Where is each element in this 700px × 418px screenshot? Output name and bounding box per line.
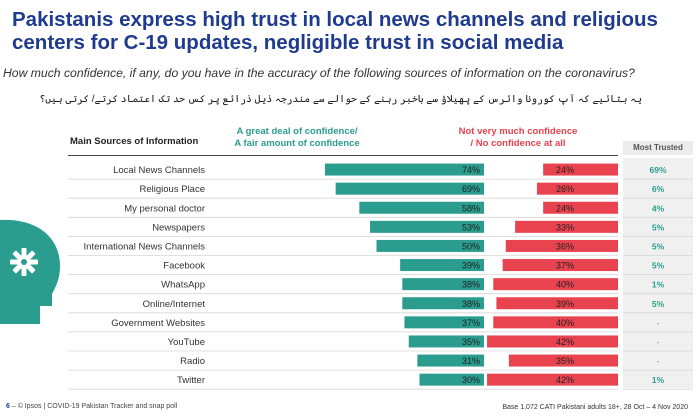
- most-trusted-value: 1%: [652, 280, 665, 290]
- negative-value-label: 40%: [556, 280, 574, 290]
- negative-legend-line-2: / No confidence at all: [470, 138, 566, 149]
- negative-bar: [496, 297, 618, 310]
- positive-bar: [417, 354, 484, 367]
- page-number: 6: [6, 403, 10, 410]
- negative-bar: [536, 182, 618, 195]
- negative-bar: [543, 163, 618, 176]
- category-label: Twitter: [177, 375, 205, 386]
- positive-value-label: 31%: [462, 356, 480, 366]
- negative-bar: [502, 259, 618, 272]
- negative-bar: [505, 239, 618, 252]
- most-trusted-value: 69%: [649, 165, 666, 175]
- negative-bar: [493, 316, 618, 329]
- category-label: Local News Channels: [113, 165, 205, 176]
- negative-value-label: 36%: [556, 241, 574, 251]
- positive-legend-line-1: A great deal of confidence/: [236, 126, 358, 137]
- negative-legend-label: Not very much confidence / No confidence…: [448, 126, 588, 150]
- positive-bar: [335, 182, 484, 195]
- positive-bar: [402, 297, 484, 310]
- negative-value-label: 39%: [556, 299, 574, 309]
- positive-value-label: 69%: [462, 184, 480, 194]
- positive-bar: [324, 163, 484, 176]
- positive-bar: [402, 278, 484, 291]
- negative-value-label: 24%: [556, 203, 574, 213]
- positive-bar: [404, 316, 484, 329]
- person-head-gear-icon: [0, 219, 60, 324]
- category-label: Religious Place: [140, 184, 205, 195]
- negative-bar: [487, 335, 618, 348]
- header-divider: [68, 155, 618, 156]
- title-line-2: centers for C-19 updates, negligible tru…: [12, 31, 564, 54]
- negative-value-label: 33%: [556, 222, 574, 232]
- most-trusted-value: 1%: [652, 375, 665, 385]
- page-title: Pakistanis express high trust in local n…: [12, 8, 700, 54]
- question-urdu-text: یہ بتائیے کہ آپ کورونا وائرس کے پھیلاؤ س…: [39, 94, 642, 105]
- positive-legend-line-2: A fair amount of confidence: [234, 138, 360, 149]
- positive-value-label: 30%: [462, 375, 480, 385]
- positive-value-label: 50%: [462, 241, 480, 251]
- most-trusted-value: 4%: [652, 203, 665, 213]
- positive-value-label: 53%: [462, 222, 480, 232]
- negative-value-label: 35%: [556, 356, 574, 366]
- question-text: How much confidence, if any, do you have…: [3, 66, 635, 80]
- most-trusted-value: -: [657, 356, 660, 366]
- most-trusted-header: Most Trusted: [623, 141, 693, 155]
- category-label: Newspapers: [152, 222, 205, 233]
- positive-bar: [400, 259, 484, 272]
- negative-bar: [543, 201, 618, 214]
- category-label: My personal doctor: [124, 203, 205, 214]
- positive-value-label: 38%: [462, 299, 480, 309]
- negative-value-label: 40%: [556, 318, 574, 328]
- most-trusted-value: -: [657, 318, 660, 328]
- positive-legend-label: A great deal of confidence/ A fair amoun…: [232, 126, 362, 150]
- negative-bar: [508, 354, 618, 367]
- negative-legend-line-1: Not very much confidence: [458, 126, 578, 137]
- positive-bar: [370, 220, 484, 233]
- positive-bar: [359, 201, 484, 214]
- footer-base: Base 1,072 CATI Pakistani adults 18+, 28…: [502, 404, 688, 411]
- most-trusted-value: 5%: [652, 222, 665, 232]
- category-label: Radio: [180, 356, 205, 367]
- category-label: Government Websites: [111, 318, 205, 329]
- most-trusted-column-background: [623, 158, 693, 388]
- positive-value-label: 35%: [462, 337, 480, 347]
- category-label: Facebook: [163, 261, 205, 272]
- positive-bar: [408, 335, 484, 348]
- most-trusted-value: 6%: [652, 184, 665, 194]
- category-label: Online/Internet: [143, 299, 206, 310]
- negative-value-label: 24%: [556, 165, 574, 175]
- category-label: WhatsApp: [161, 280, 205, 291]
- negative-value-label: 42%: [556, 337, 574, 347]
- negative-bar: [515, 220, 618, 233]
- negative-value-label: 37%: [556, 261, 574, 271]
- footer-source: 6 – © Ipsos | COVID-19 Pakistan Tracker …: [6, 403, 177, 410]
- sources-column-header: Main Sources of Information: [70, 136, 199, 147]
- negative-value-label: 42%: [556, 375, 574, 385]
- positive-value-label: 39%: [462, 261, 480, 271]
- category-label: International News Channels: [84, 241, 206, 252]
- title-line-1: Pakistanis express high trust in local n…: [12, 8, 658, 31]
- positive-bar: [419, 373, 484, 386]
- most-trusted-value: -: [657, 337, 660, 347]
- negative-bar: [487, 373, 618, 386]
- most-trusted-value: 5%: [652, 261, 665, 271]
- positive-value-label: 74%: [462, 165, 480, 175]
- positive-value-label: 37%: [462, 318, 480, 328]
- footer-source-text: – © Ipsos | COVID-19 Pakistan Tracker an…: [11, 403, 178, 410]
- negative-value-label: 26%: [556, 184, 574, 194]
- most-trusted-value: 5%: [652, 241, 665, 251]
- positive-value-label: 58%: [462, 203, 480, 213]
- category-label: YouTube: [168, 337, 205, 348]
- most-trusted-value: 5%: [652, 299, 665, 309]
- positive-value-label: 38%: [462, 280, 480, 290]
- negative-bar: [493, 278, 618, 291]
- positive-bar: [376, 239, 484, 252]
